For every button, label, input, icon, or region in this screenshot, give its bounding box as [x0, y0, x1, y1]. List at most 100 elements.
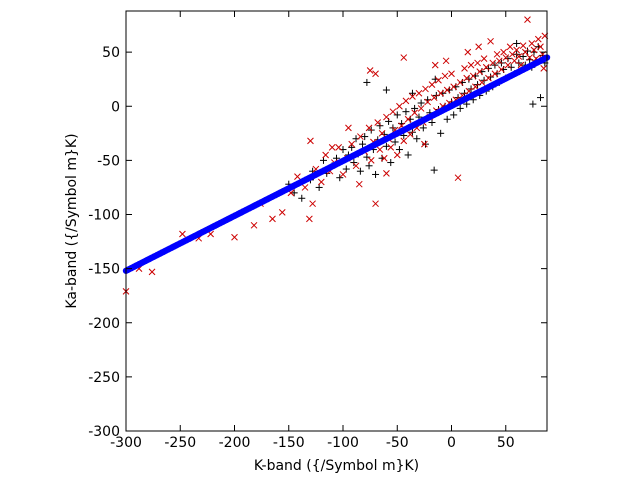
- data-point-cross: [456, 79, 464, 86]
- data-point-cross: [474, 59, 481, 67]
- data-point-cross: [515, 53, 523, 60]
- data-point-cross: [506, 43, 514, 51]
- data-point-plus: [523, 47, 531, 55]
- data-point-cross: [269, 215, 276, 223]
- data-point-plus: [365, 162, 373, 170]
- data-point-plus: [450, 111, 458, 119]
- data-point-cross: [365, 124, 373, 132]
- data-point-cross: [393, 151, 401, 159]
- data-point-plus: [356, 167, 364, 175]
- data-point-plus: [376, 122, 384, 130]
- data-point-cross: [250, 221, 258, 229]
- data-point-cross: [317, 178, 325, 186]
- data-point-plus: [507, 63, 515, 71]
- data-point-cross: [530, 46, 538, 54]
- data-point-cross: [309, 200, 316, 208]
- data-point-cross: [415, 89, 423, 97]
- x-tick-label: -100: [327, 435, 359, 451]
- data-point-plus: [290, 189, 298, 197]
- data-point-plus: [417, 99, 425, 107]
- data-point-plus: [513, 39, 521, 47]
- data-point-plus: [463, 100, 471, 108]
- data-point-cross: [378, 129, 386, 137]
- data-point-cross: [231, 233, 238, 241]
- data-point-cross: [421, 140, 428, 148]
- x-tick-label: -50: [386, 435, 409, 451]
- data-point-cross: [491, 70, 499, 78]
- data-point-cross: [383, 170, 390, 177]
- data-point-plus: [411, 104, 419, 112]
- data-point-plus: [408, 89, 416, 97]
- data-point-plus: [387, 159, 395, 167]
- data-point-cross: [366, 67, 374, 74]
- data-point-cross: [409, 93, 416, 100]
- data-point-cross: [372, 200, 379, 208]
- x-tick-label: -200: [219, 435, 251, 451]
- data-point-plus: [536, 94, 544, 102]
- data-point-cross: [402, 97, 410, 105]
- data-point-cross: [372, 70, 379, 78]
- data-point-cross: [339, 171, 347, 178]
- data-point-cross: [301, 184, 309, 191]
- data-point-plus: [419, 124, 427, 132]
- data-point-plus: [443, 115, 451, 123]
- data-point-cross: [443, 86, 451, 94]
- data-point-cross: [348, 140, 356, 148]
- data-point-cross: [454, 174, 462, 182]
- data-point-plus: [363, 78, 371, 86]
- data-point-cross: [476, 68, 484, 75]
- plot-frame: [125, 10, 548, 432]
- data-point-cross: [387, 144, 395, 151]
- data-point-plus: [363, 153, 371, 161]
- x-tick-label: 50: [497, 435, 515, 451]
- y-tick-label: -100: [88, 208, 120, 224]
- data-point-cross: [148, 268, 156, 276]
- x-axis-label: K-band ({/Symbol m}K): [254, 458, 419, 474]
- data-point-cross: [482, 63, 490, 71]
- data-point-cross: [478, 79, 486, 86]
- data-point-cross: [406, 131, 414, 138]
- data-point-cross: [374, 119, 382, 126]
- data-point-plus: [428, 118, 436, 126]
- y-axis-ticks: -300 -250 -200 -150 -100 -50 0 50: [88, 45, 547, 440]
- data-point-cross: [435, 76, 442, 84]
- data-point-cross: [278, 208, 286, 216]
- data-point-cross: [396, 102, 403, 110]
- data-point-plus: [421, 140, 429, 148]
- y-tick-label: -300: [88, 424, 120, 440]
- data-point-cross: [485, 74, 492, 82]
- data-point-cross: [345, 124, 352, 132]
- x-tick-label: -250: [164, 435, 196, 451]
- y-tick-label: -200: [88, 316, 120, 332]
- data-point-cross: [540, 65, 548, 72]
- data-point-cross: [424, 98, 431, 106]
- data-point-plus: [336, 174, 344, 182]
- data-point-cross: [294, 173, 301, 180]
- data-point-cross: [493, 50, 501, 58]
- data-point-cross: [524, 16, 531, 24]
- data-point-cross: [450, 83, 458, 91]
- data-point-cross: [495, 57, 503, 65]
- data-point-cross: [464, 48, 472, 56]
- data-point-cross: [498, 66, 505, 73]
- x-tick-label: -300: [110, 435, 142, 451]
- plot-area: [126, 11, 547, 431]
- data-point-cross: [480, 55, 488, 62]
- y-axis-label: Ka-band ({/Symbol m}K): [64, 133, 80, 308]
- data-point-cross: [380, 154, 388, 162]
- data-point-plus: [361, 133, 369, 141]
- data-point-plus: [456, 104, 464, 112]
- data-point-cross: [357, 133, 364, 140]
- data-point-cross: [430, 94, 438, 101]
- data-point-cross: [355, 180, 363, 188]
- y-tick-label: -150: [88, 262, 120, 278]
- data-point-cross: [475, 43, 482, 51]
- data-point-plus: [372, 170, 380, 178]
- data-point-plus: [484, 64, 492, 72]
- data-point-cross: [307, 137, 314, 145]
- data-point-cross: [322, 151, 330, 159]
- data-point-cross: [472, 83, 479, 91]
- data-point-cross: [504, 61, 512, 69]
- x-tick-label: -150: [273, 435, 305, 451]
